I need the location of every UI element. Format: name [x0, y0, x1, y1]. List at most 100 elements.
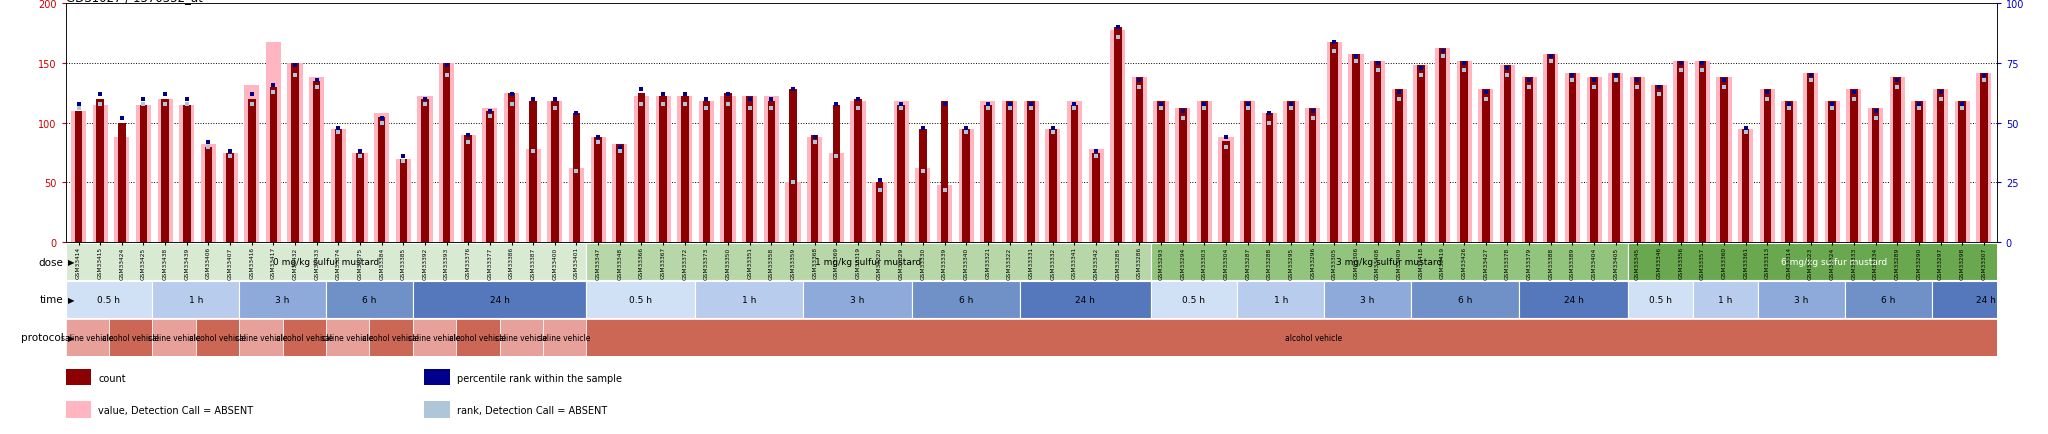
Text: alcohol vehicle: alcohol vehicle: [188, 333, 246, 342]
Bar: [1591, 78, 1597, 243]
Point: [1925, 89, 1958, 96]
Bar: [504, 94, 518, 243]
Text: alcohol vehicle: alcohol vehicle: [102, 333, 160, 342]
Point: [604, 148, 637, 155]
Bar: [414, 319, 457, 356]
Point: [1925, 96, 1958, 103]
Bar: [500, 319, 543, 356]
Bar: [1612, 73, 1620, 243]
Bar: [551, 102, 559, 243]
Point: [279, 72, 311, 79]
Bar: [1067, 102, 1081, 243]
Bar: [911, 281, 1020, 318]
Bar: [590, 138, 606, 243]
Text: saline vehicle: saline vehicle: [408, 333, 461, 342]
Point: [819, 153, 852, 160]
Text: saline vehicle: saline vehicle: [322, 333, 375, 342]
Bar: [1608, 73, 1624, 243]
Point: [365, 115, 397, 122]
Point: [885, 106, 918, 113]
Bar: [508, 94, 516, 243]
Bar: [1479, 90, 1493, 243]
Bar: [1325, 281, 1411, 318]
Bar: [270, 88, 276, 243]
Point: [104, 115, 137, 122]
Bar: [1133, 78, 1147, 243]
Bar: [1028, 102, 1034, 243]
Point: [1231, 101, 1264, 108]
Text: GDS1027 / 1370332_at: GDS1027 / 1370332_at: [66, 0, 203, 4]
Point: [150, 101, 182, 108]
Point: [1599, 72, 1632, 79]
Bar: [1845, 281, 1931, 318]
Point: [1059, 101, 1092, 108]
Bar: [721, 97, 735, 243]
Point: [1210, 144, 1243, 151]
Point: [1016, 106, 1049, 113]
Point: [1079, 153, 1112, 160]
Bar: [1266, 114, 1274, 243]
Bar: [438, 64, 455, 243]
Text: 1 h: 1 h: [188, 295, 203, 304]
Point: [1274, 101, 1307, 108]
Bar: [180, 105, 195, 243]
Bar: [240, 319, 283, 356]
Point: [408, 101, 440, 108]
Point: [365, 120, 397, 127]
Point: [733, 96, 766, 103]
Point: [862, 187, 895, 194]
Bar: [457, 319, 500, 356]
Bar: [1786, 102, 1792, 243]
Point: [1642, 92, 1675, 99]
Bar: [1352, 54, 1360, 243]
Bar: [1180, 109, 1186, 243]
Point: [539, 96, 571, 103]
Bar: [422, 100, 428, 243]
Bar: [586, 319, 2040, 356]
Bar: [418, 97, 432, 243]
Bar: [573, 114, 580, 243]
Bar: [764, 97, 778, 243]
Bar: [442, 64, 451, 243]
Point: [301, 77, 334, 84]
Text: 6 mg/kg sulfur mustard: 6 mg/kg sulfur mustard: [1782, 257, 1886, 266]
Point: [1686, 60, 1718, 67]
Text: 6 h: 6 h: [1458, 295, 1473, 304]
Bar: [829, 153, 844, 243]
Bar: [1327, 43, 1341, 243]
Point: [1577, 84, 1610, 91]
Bar: [786, 183, 801, 243]
Bar: [1806, 73, 1815, 243]
Bar: [940, 102, 948, 243]
Bar: [1958, 102, 1966, 243]
Bar: [1049, 129, 1057, 243]
Point: [387, 158, 420, 165]
Text: 6 h: 6 h: [958, 295, 973, 304]
Bar: [528, 102, 537, 243]
Bar: [1044, 129, 1061, 243]
Text: 0 mg/kg sulfur mustard: 0 mg/kg sulfur mustard: [272, 257, 379, 266]
Bar: [1503, 66, 1511, 243]
Bar: [1757, 281, 1845, 318]
Bar: [326, 281, 414, 318]
Text: dose: dose: [39, 257, 63, 267]
Point: [1686, 68, 1718, 75]
Bar: [1157, 102, 1165, 243]
Text: 3 h: 3 h: [850, 295, 864, 304]
Point: [322, 129, 354, 136]
Point: [1425, 53, 1458, 60]
Bar: [1630, 78, 1645, 243]
Point: [1188, 106, 1221, 113]
Text: 3 h: 3 h: [1360, 295, 1374, 304]
Bar: [1673, 62, 1688, 243]
Text: 3 mg/kg sulfur mustard: 3 mg/kg sulfur mustard: [1335, 257, 1442, 266]
Point: [1210, 134, 1243, 141]
Bar: [1522, 78, 1536, 243]
Point: [1470, 96, 1503, 103]
Point: [1513, 84, 1546, 91]
Point: [1491, 72, 1524, 79]
Bar: [526, 150, 541, 243]
Point: [668, 101, 700, 108]
Point: [1296, 115, 1329, 122]
Bar: [1309, 109, 1317, 243]
